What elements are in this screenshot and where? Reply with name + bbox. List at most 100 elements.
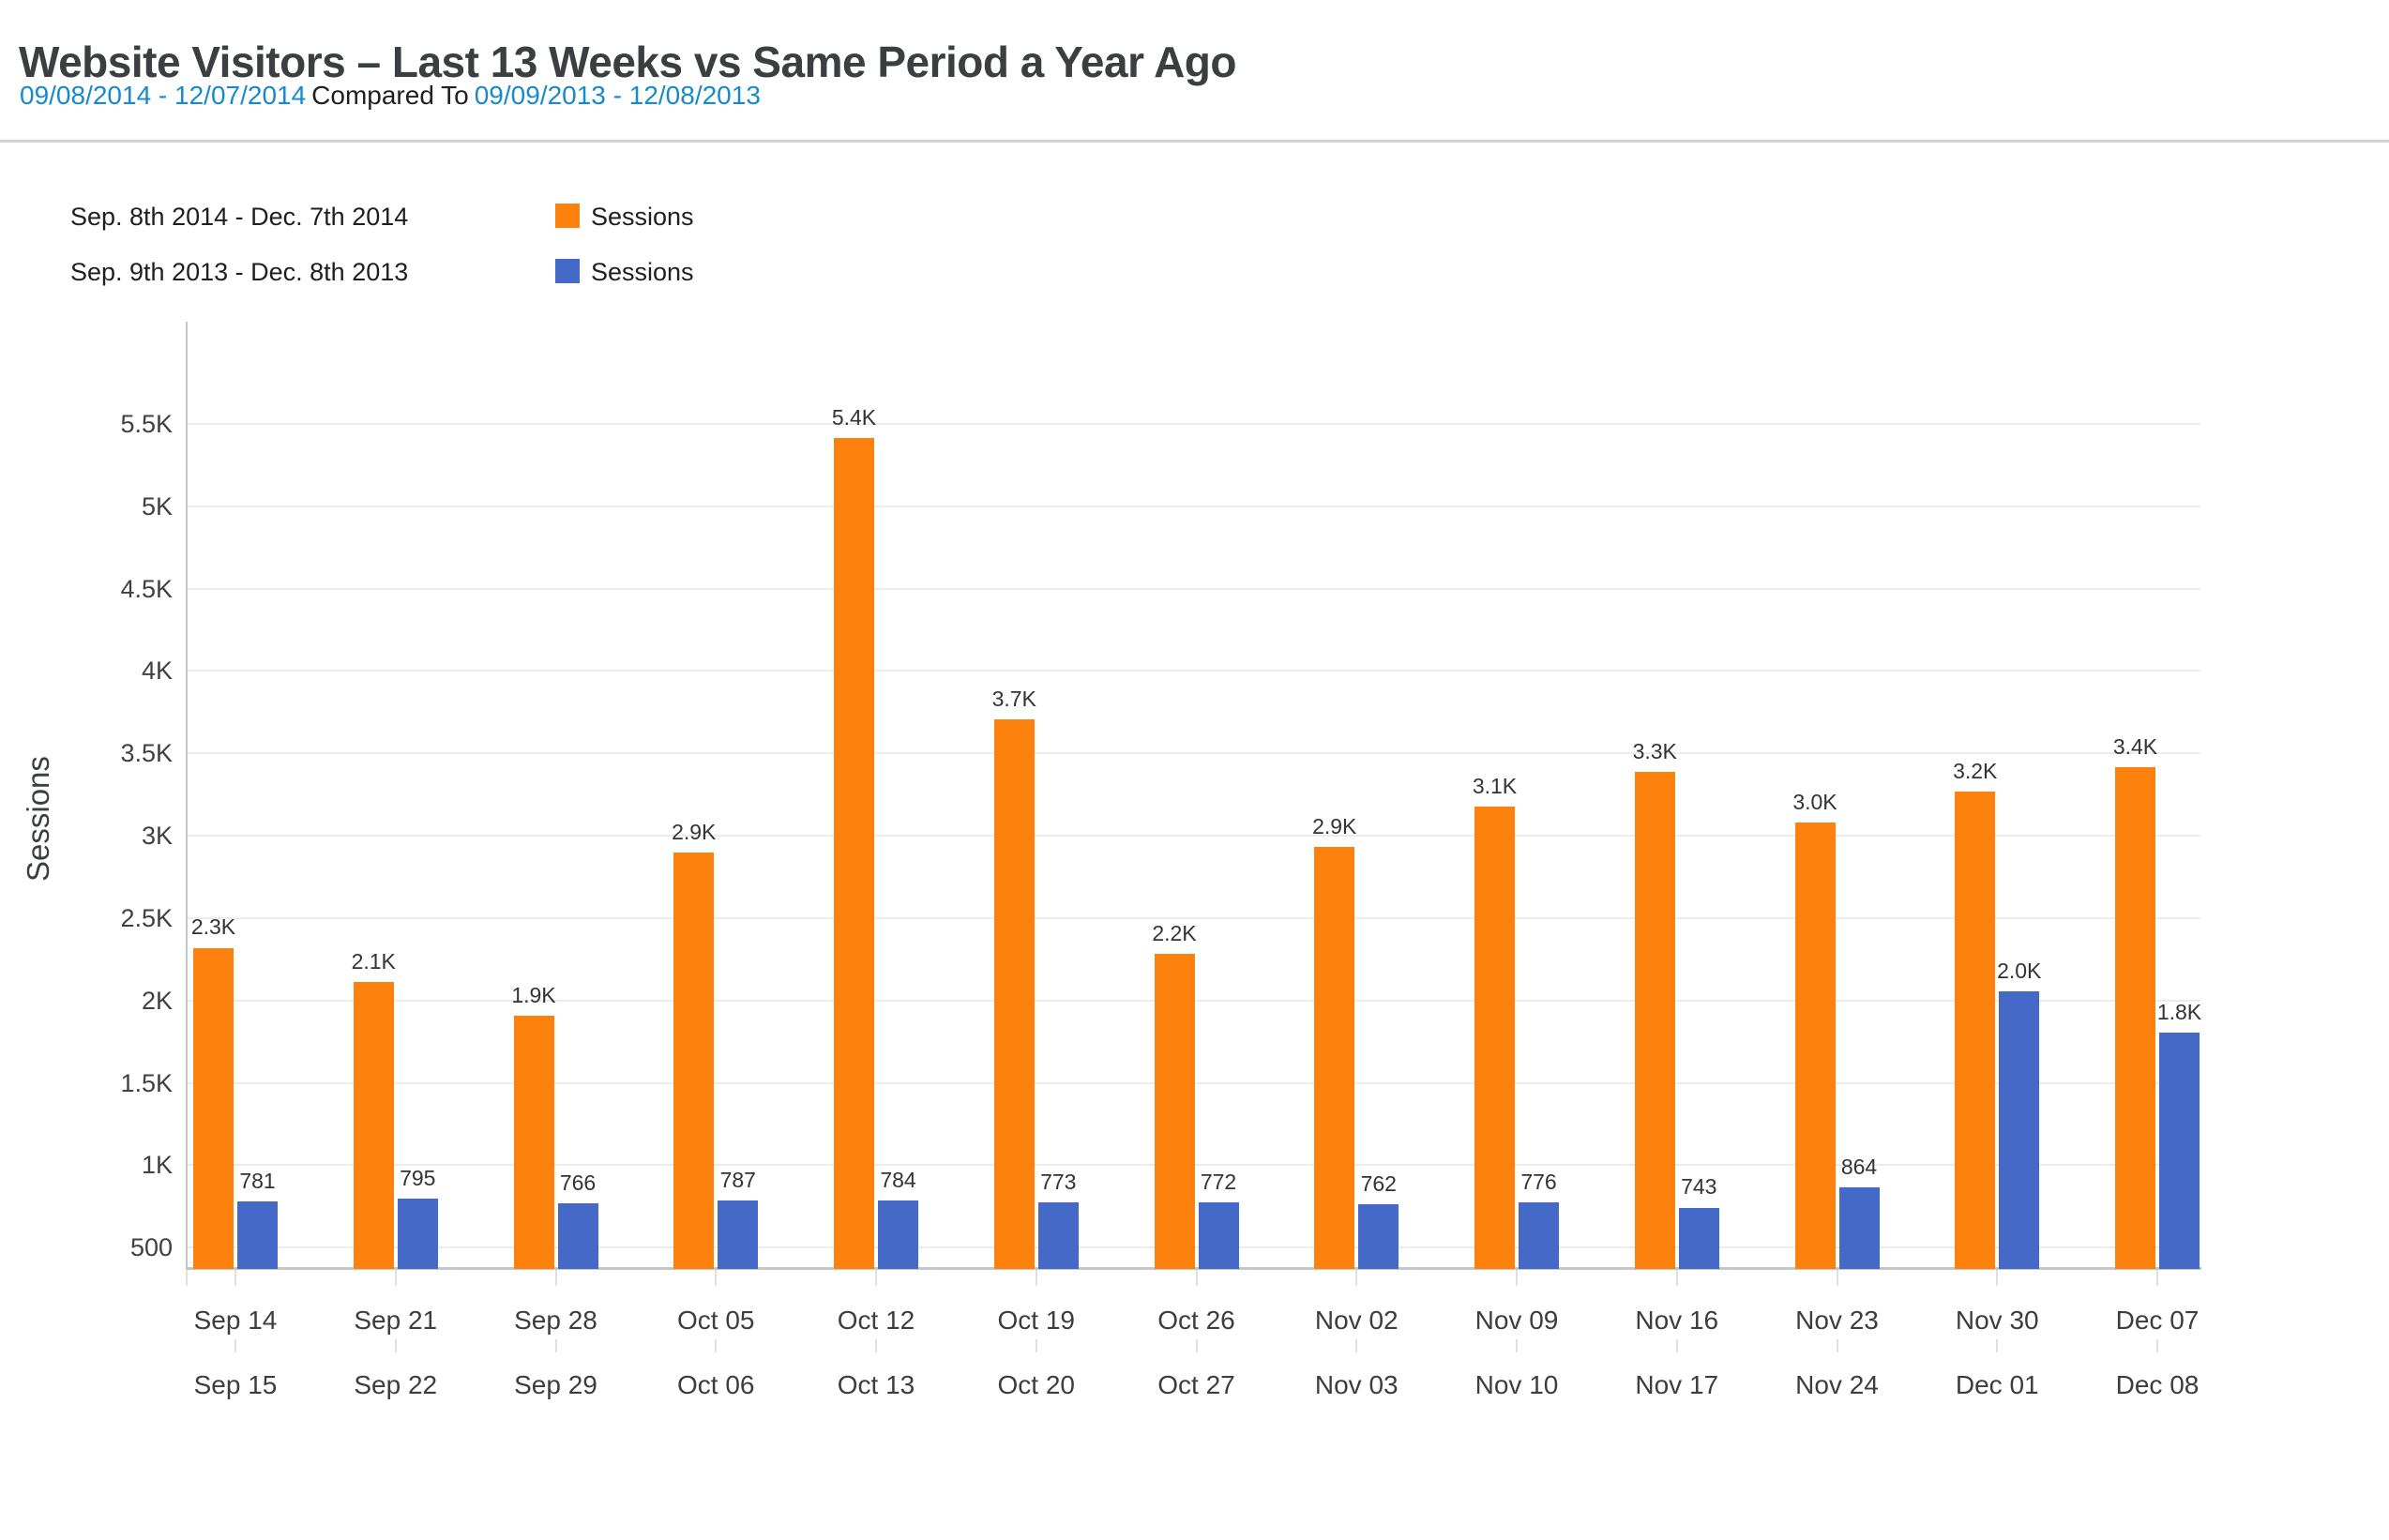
x-axis-tick: [186, 1270, 188, 1286]
bar-sessions-previous[interactable]: [1037, 1202, 1079, 1269]
bar-value-label: 3.1K: [1472, 774, 1518, 799]
bar-value-label: 766: [559, 1170, 597, 1196]
bar-value-label: 3.3K: [1632, 739, 1677, 764]
bar-sessions-current[interactable]: [1794, 823, 1836, 1269]
gridline: [188, 916, 2200, 919]
y-axis-tick-label: 1K: [141, 1151, 173, 1180]
x-axis-tick: [875, 1270, 877, 1286]
x-axis-tick: [715, 1339, 718, 1352]
bar-value-label: 2.1K: [351, 948, 396, 974]
x-axis-label-previous: Nov 10: [1474, 1370, 1559, 1399]
y-axis-tick-label: 2.5K: [120, 903, 173, 932]
x-axis-label-previous: Oct 20: [997, 1370, 1075, 1399]
bar-sessions-previous[interactable]: [718, 1200, 759, 1269]
legend-period-label: Sep. 8th 2014 - Dec. 7th 2014: [70, 203, 409, 231]
bar-sessions-current[interactable]: [1474, 807, 1515, 1269]
x-axis-label-current: Oct 26: [1157, 1306, 1235, 1335]
bar-sessions-current[interactable]: [1634, 772, 1675, 1269]
x-axis-label-current: Nov 02: [1314, 1306, 1399, 1335]
bar-value-label: 3.7K: [991, 687, 1036, 712]
x-axis-label-previous: Oct 06: [677, 1370, 755, 1399]
y-axis-tick-label: 500: [129, 1233, 173, 1262]
x-axis-tick: [1035, 1339, 1037, 1352]
bar-sessions-previous[interactable]: [1678, 1207, 1719, 1269]
bar-sessions-current[interactable]: [1955, 791, 1996, 1269]
legend-period-label: Sep. 9th 2013 - Dec. 8th 2013: [70, 258, 409, 286]
bar-sessions-previous[interactable]: [1198, 1202, 1239, 1269]
legend-color-swatch-current: [555, 204, 580, 228]
previous-date-range-link[interactable]: 09/09/2013 - 12/08/2013: [474, 81, 761, 110]
y-axis-tick-label: 5K: [141, 491, 173, 521]
bar-sessions-current[interactable]: [1314, 847, 1355, 1269]
x-axis-tick: [2156, 1270, 2158, 1286]
x-axis-tick: [1996, 1270, 1999, 1286]
x-axis-tick: [1195, 1270, 1198, 1286]
x-axis-tick: [1355, 1339, 1358, 1352]
bar-sessions-previous[interactable]: [1999, 991, 2040, 1269]
x-axis-label-previous: Nov 17: [1635, 1370, 1719, 1399]
bar-sessions-previous[interactable]: [878, 1200, 918, 1269]
legend-item-previous-period[interactable]: Sep. 9th 2013 - Dec. 8th 2013 Sessions: [70, 258, 774, 290]
x-axis-tick: [875, 1339, 877, 1352]
x-axis-label-previous: Sep 29: [514, 1370, 597, 1399]
bar-sessions-current[interactable]: [353, 981, 394, 1269]
gridline: [188, 670, 2200, 672]
bar-value-label: 762: [1360, 1171, 1397, 1197]
x-axis-label-current: Dec 07: [2115, 1306, 2200, 1335]
bar-value-label: 3.4K: [2112, 734, 2158, 760]
bar-value-label: 2.3K: [190, 914, 236, 940]
plot-area: 2.3K 781 2.1K 795 1.9K 766 2.9K 787 5.4K 784 3.7K 7…: [187, 322, 2201, 1269]
bar-value-label: 787: [719, 1167, 756, 1192]
x-axis-label-previous: Dec 08: [2115, 1370, 2200, 1399]
bar-sessions-previous[interactable]: [1358, 1204, 1399, 1269]
x-axis-tick: [1675, 1339, 1678, 1352]
y-axis-tick-label: 5.5K: [120, 409, 173, 438]
bar-sessions-previous[interactable]: [2159, 1032, 2200, 1269]
bar-sessions-current[interactable]: [993, 719, 1035, 1269]
x-axis-label-current: Oct 19: [997, 1306, 1075, 1335]
bar-value-label: 864: [1840, 1155, 1878, 1180]
x-axis-label-current: Nov 16: [1635, 1306, 1719, 1335]
gridline: [188, 835, 2200, 838]
x-axis-tick: [1996, 1339, 1999, 1352]
legend-series-label: Sessions: [591, 258, 694, 286]
legend-color-swatch-previous: [555, 259, 580, 283]
bar-sessions-previous[interactable]: [1838, 1187, 1880, 1269]
x-axis-tick: [715, 1270, 718, 1286]
x-axis-label-current: Oct 05: [677, 1306, 755, 1335]
x-axis-tick: [1035, 1270, 1037, 1286]
x-axis-label-previous: Sep 15: [193, 1370, 278, 1399]
legend-item-current-period[interactable]: Sep. 8th 2014 - Dec. 7th 2014 Sessions: [70, 203, 774, 234]
bar-sessions-current[interactable]: [673, 852, 715, 1269]
gridline: [188, 422, 2200, 425]
bar-sessions-current[interactable]: [2115, 767, 2155, 1269]
x-axis-tick: [394, 1339, 397, 1352]
x-axis-label-previous: Oct 13: [837, 1370, 915, 1399]
x-axis-label-current: Nov 30: [1955, 1306, 2039, 1335]
bar-sessions-previous[interactable]: [237, 1200, 278, 1269]
bar-value-label: 2.9K: [672, 819, 717, 844]
x-axis-tick: [1195, 1339, 1198, 1352]
gridline: [188, 505, 2200, 507]
bar-sessions-current[interactable]: [1154, 953, 1195, 1269]
bar-value-label: 773: [1040, 1170, 1077, 1195]
bar-sessions-current[interactable]: [834, 437, 874, 1269]
bar-value-label: 1.9K: [511, 982, 556, 1007]
bar-sessions-previous[interactable]: [557, 1203, 598, 1269]
y-axis-tick-label: 2K: [141, 986, 173, 1015]
bar-sessions-current[interactable]: [193, 947, 234, 1269]
x-axis-tick: [234, 1270, 236, 1286]
bar-value-label: 5.4K: [831, 404, 877, 430]
page-title: Website Visitors – Last 13 Weeks vs Same…: [19, 37, 1237, 86]
bar-value-label: 781: [239, 1168, 276, 1193]
x-axis-label-current: Sep 14: [193, 1306, 278, 1335]
bar-sessions-previous[interactable]: [1519, 1201, 1559, 1269]
x-axis-label-previous: Nov 24: [1795, 1370, 1879, 1399]
bar-sessions-previous[interactable]: [397, 1199, 438, 1269]
bar-value-label: 3.0K: [1792, 789, 1837, 814]
x-axis-label-previous: Sep 22: [354, 1370, 438, 1399]
current-date-range-link[interactable]: 09/08/2014 - 12/07/2014: [20, 81, 307, 110]
bar-sessions-current[interactable]: [513, 1015, 554, 1269]
y-axis-tick-label: 3.5K: [120, 739, 173, 768]
bar-value-label: 772: [1200, 1170, 1237, 1195]
